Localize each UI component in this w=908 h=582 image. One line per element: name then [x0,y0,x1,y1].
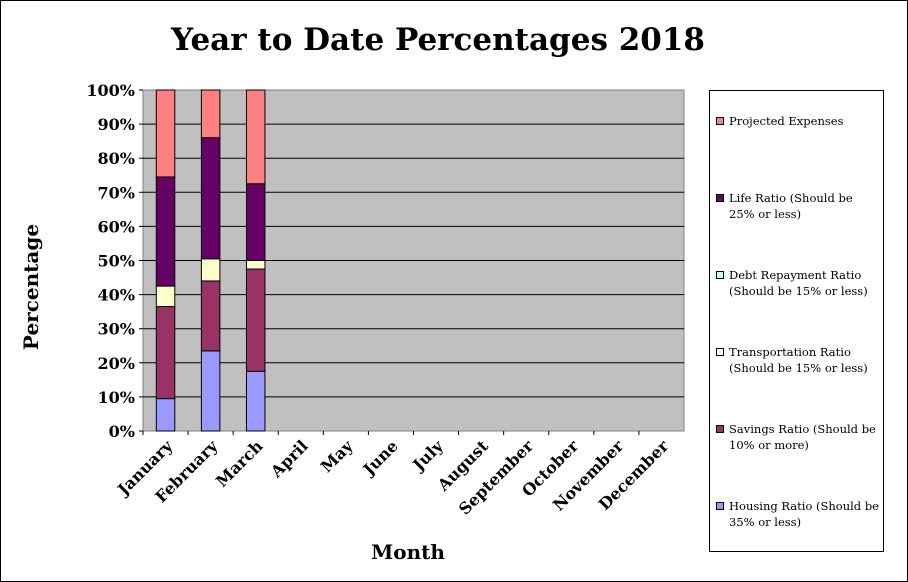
legend-item: Debt Repayment Ratio (Should be 15% or l… [710,267,885,299]
bar-segment [155,89,176,178]
y-tick-label: 70% [98,183,135,202]
y-tick-label: 50% [98,252,135,271]
legend-swatch [716,194,724,202]
bar-segment [200,89,221,139]
legend-label: Transportation Ratio (Should be 15% or l… [729,345,868,375]
y-tick-label: 0% [109,422,135,441]
chart-title: Year to Date Percentages 2018 [170,22,705,58]
bar-segment [245,183,266,261]
legend-label: Projected Expenses [729,114,844,128]
bar-segment [155,285,176,308]
bars [155,89,266,432]
x-tick-label: June [358,436,402,480]
legend-item: Savings Ratio (Should be 10% or more) [710,421,885,453]
legend-label: Housing Ratio (Should be 35% or less) [729,499,879,529]
legend-swatch [716,117,724,125]
bar-segment [245,89,266,185]
x-axis-label: Month [371,540,445,564]
x-tick-label: May [317,436,357,476]
bar-segment [245,370,266,432]
y-axis-label: Percentage [19,224,43,350]
y-tick-label: 60% [98,217,135,236]
bar-segment [155,176,176,287]
legend-swatch [716,271,724,279]
y-tick-label: 100% [86,81,135,100]
legend-label: Savings Ratio (Should be 10% or more) [729,422,876,452]
y-tick-label: 90% [98,115,135,134]
x-tick-label: July [408,436,448,476]
legend-swatch [716,502,724,510]
bar-segment [245,260,266,270]
x-tick-label: March [212,436,267,491]
x-tick-label: April [266,436,311,481]
legend: Projected Expenses Life Ratio (Should be … [709,90,884,552]
legend-item: Projected Expenses [710,113,885,129]
y-tick-label: 30% [98,320,135,339]
bar-segment [200,280,221,352]
legend-item: Transportation Ratio (Should be 15% or l… [710,344,885,376]
legend-item: Life Ratio (Should be 25% or less) [710,190,885,222]
y-tick-label: 80% [98,149,135,168]
y-tick-label: 40% [98,286,135,305]
bar-segment [200,350,221,432]
bar-segment [155,398,176,432]
y-tick-labels: 0% 10% 20% 30% 40% 50% 60% 70% 80% 90% 100% [86,81,143,441]
legend-swatch [716,348,724,356]
y-tick-label: 10% [98,388,135,407]
grid-lines [143,123,684,398]
bar-segment [155,306,176,400]
bar-segment [200,258,221,282]
legend-label: Life Ratio (Should be 25% or less) [729,191,853,221]
legend-swatch [716,425,724,433]
y-tick-label: 20% [98,354,135,373]
bar-segment [200,137,221,260]
legend-label: Debt Repayment Ratio (Should be 15% or l… [729,268,868,298]
bar-segment [245,268,266,372]
legend-item: Housing Ratio (Should be 35% or less) [710,498,885,530]
